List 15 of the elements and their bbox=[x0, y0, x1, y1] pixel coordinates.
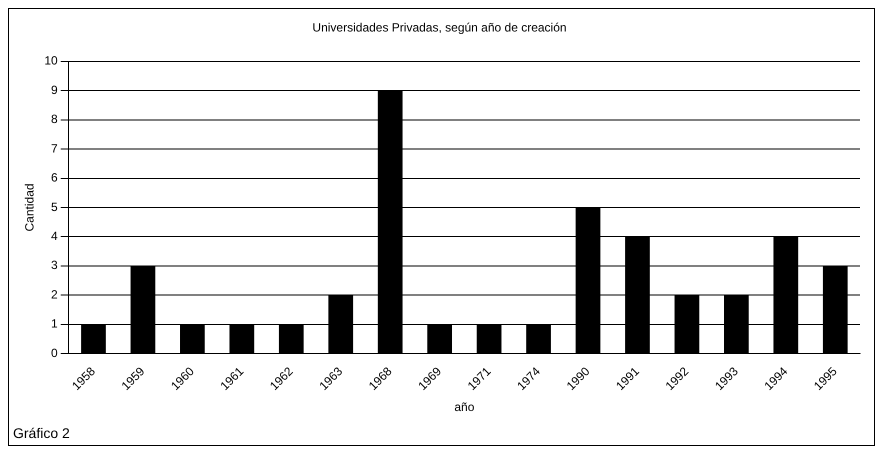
text: Gráfico 2 bbox=[13, 424, 70, 441]
y-tick-label: 2 bbox=[51, 287, 58, 302]
y-axis-title: Cantidad bbox=[22, 183, 37, 232]
y-tick-label: 3 bbox=[51, 258, 58, 272]
x-axis-title: año bbox=[454, 400, 475, 414]
y-tick-label: 6 bbox=[51, 170, 58, 185]
y-tick-label: 5 bbox=[51, 200, 58, 214]
y-tick-label: 7 bbox=[51, 141, 58, 156]
y-tick-label: 10 bbox=[44, 54, 58, 68]
chart-title: Universidades Privadas, según año de creación bbox=[312, 20, 567, 35]
y-tick-label: 4 bbox=[51, 228, 58, 243]
y-tick-label: 0 bbox=[51, 346, 58, 360]
y-tick-label: 8 bbox=[51, 112, 58, 126]
y-tick-label: 9 bbox=[51, 82, 58, 97]
y-tick-label: 1 bbox=[51, 316, 58, 331]
